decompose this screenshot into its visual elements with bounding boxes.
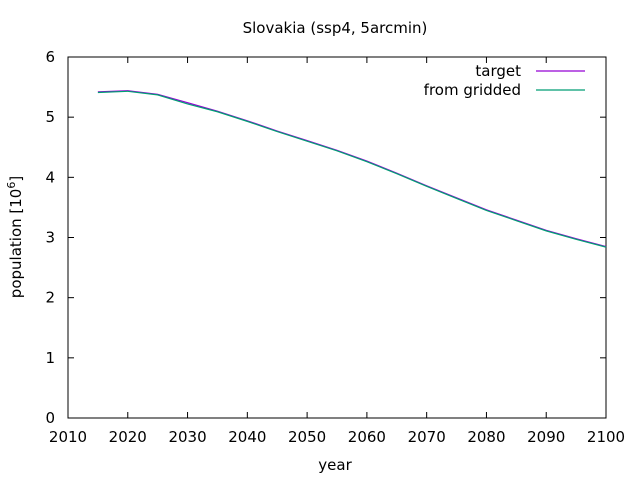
- x-tick-label: 2010: [49, 428, 87, 446]
- y-tick-label: 0: [45, 409, 55, 427]
- chart-title: Slovakia (ssp4, 5arcmin): [243, 19, 428, 37]
- x-tick-label: 2030: [168, 428, 206, 446]
- y-axis-label: population [106]: [5, 176, 25, 298]
- y-axis-label-exponent: 6: [5, 182, 18, 189]
- x-tick-label: 2040: [228, 428, 266, 446]
- y-axis-label-end: ]: [7, 176, 25, 182]
- x-tick-label: 2020: [109, 428, 147, 446]
- series-line-from-gridded: [97, 90, 607, 248]
- y-tick-label: 2: [45, 289, 55, 307]
- x-tick-label: 2090: [527, 428, 565, 446]
- x-tick-label: 2070: [408, 428, 446, 446]
- y-tick-labels: 0 1 2 3 4 5 6: [45, 48, 55, 427]
- legend-label-from-gridded: from gridded: [424, 81, 521, 99]
- legend-label-target: target: [475, 62, 521, 80]
- y-tick-label: 4: [45, 168, 55, 186]
- y-tick-label: 5: [45, 108, 55, 126]
- y-tick-label: 1: [45, 349, 55, 367]
- series-line-target: [97, 90, 607, 248]
- x-tick-label: 2080: [467, 428, 505, 446]
- x-tick-labels: 2010 2020 2030 2040 2050 2060 2070 2080 2090 2100: [49, 428, 625, 446]
- x-tick-label: 2060: [348, 428, 386, 446]
- x-tick-label: 2050: [288, 428, 326, 446]
- axis-ticks: [67, 56, 607, 419]
- x-tick-label: 2100: [587, 428, 625, 446]
- plot-frame: [67, 56, 607, 419]
- y-tick-label: 6: [45, 48, 55, 66]
- y-tick-label: 3: [45, 229, 55, 247]
- x-axis-label: year: [318, 456, 352, 474]
- legend: target from gridded: [424, 62, 585, 99]
- y-axis-label-main: population [10: [7, 189, 25, 299]
- series-lines: [97, 90, 607, 248]
